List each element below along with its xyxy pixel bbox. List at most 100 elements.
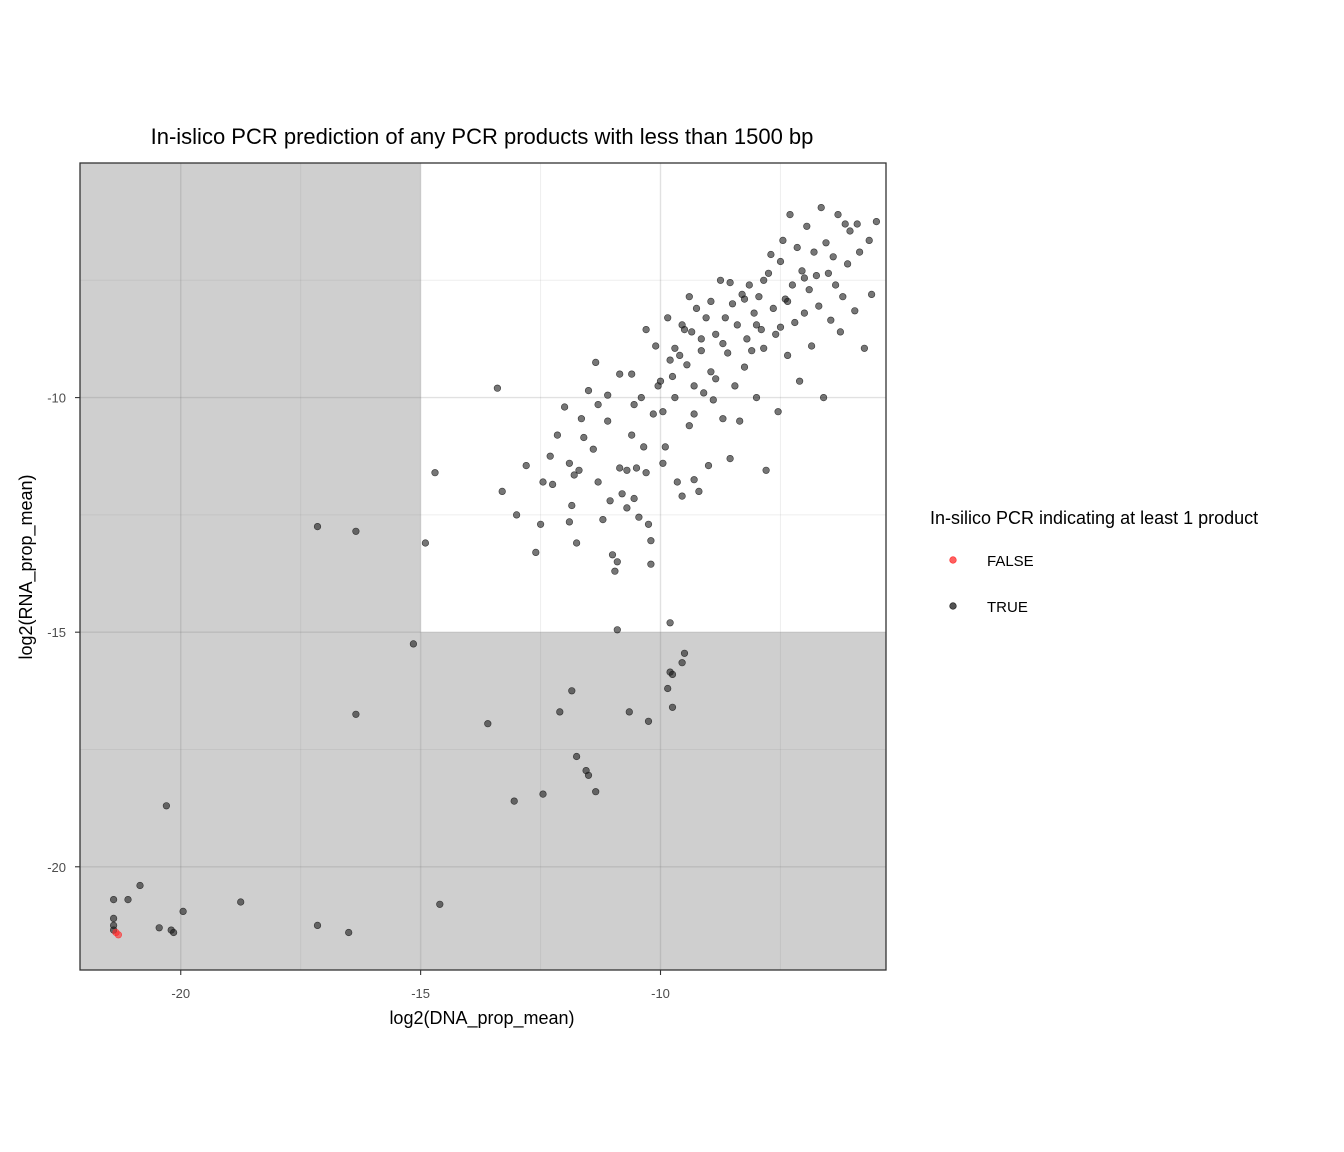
data-point-true (867, 290, 876, 299)
data-point-true (712, 375, 720, 383)
data-point-true (726, 279, 734, 287)
data-point-true (824, 269, 833, 277)
data-point-true (577, 415, 586, 423)
data-point-true (599, 515, 607, 524)
data-point-true (652, 342, 660, 350)
data-point-true (560, 403, 569, 411)
data-point-true (803, 222, 811, 230)
data-point-true (776, 257, 785, 266)
data-point-true (436, 900, 444, 908)
data-point-true (855, 248, 864, 256)
data-point-true (827, 316, 835, 324)
data-point-true (647, 560, 655, 568)
data-point-true (628, 431, 636, 439)
data-point-true (815, 302, 823, 310)
data-point-true (536, 520, 545, 528)
data-point-true (822, 239, 830, 247)
data-point-true (548, 480, 557, 489)
data-point-true (721, 314, 729, 322)
data-point-true (685, 422, 693, 430)
data-point-true (709, 396, 717, 404)
data-point-true (724, 349, 732, 357)
data-point-true (642, 469, 650, 477)
data-point-true (572, 539, 581, 547)
data-point-true (810, 248, 818, 256)
data-point-true (760, 344, 768, 352)
legend-label-true: TRUE (987, 599, 1028, 616)
data-point-true (668, 670, 677, 679)
data-point-true (664, 314, 672, 322)
data-point-true (512, 511, 521, 519)
y-tick-label: -20 (47, 860, 66, 875)
data-point-true (719, 415, 727, 423)
data-point-true (779, 236, 787, 244)
data-point-true (592, 358, 600, 367)
data-point-true (592, 788, 600, 796)
data-point-true (733, 321, 741, 329)
data-point-true (632, 464, 641, 472)
data-point-true (644, 520, 653, 528)
data-point-true (783, 351, 792, 360)
legend-key-true (949, 602, 957, 610)
data-point-true (762, 466, 770, 474)
x-tick-label: -15 (411, 986, 430, 1001)
data-point-true (664, 684, 672, 693)
data-point-true (570, 471, 578, 479)
data-point-true (783, 297, 792, 306)
data-point-true (745, 281, 753, 289)
data-point-true (539, 790, 547, 798)
data-point-true (800, 274, 809, 282)
data-point-true (575, 466, 583, 474)
data-point-true (594, 401, 602, 409)
data-points (109, 204, 881, 939)
data-point-true (704, 462, 713, 470)
data-point-true (683, 361, 691, 369)
data-point-true (757, 326, 765, 334)
data-point-true (692, 304, 701, 313)
data-point-true (843, 260, 852, 268)
x-axis-title: log2(DNA_prop_mean) (389, 1008, 574, 1029)
data-point-true (659, 408, 667, 416)
grid-lines (80, 163, 886, 970)
data-point-true (584, 387, 593, 395)
data-point-true (865, 236, 873, 244)
data-point-true (678, 321, 686, 329)
data-point-true (702, 314, 710, 322)
data-point-true (697, 347, 705, 355)
data-point-true (829, 253, 837, 261)
data-point-true (834, 211, 842, 219)
data-point-true (630, 494, 638, 503)
x-axis: -20 -15 -10 (171, 970, 670, 1001)
data-point-true (352, 710, 360, 718)
data-point-true (836, 328, 845, 336)
data-point-true (345, 928, 353, 937)
legend: In-silico PCR indicating at least 1 prod… (930, 508, 1258, 616)
data-point-true (556, 708, 564, 716)
data-point-true (671, 394, 679, 402)
data-point-true (630, 401, 638, 409)
data-point-true (748, 347, 756, 355)
data-point-true (580, 433, 588, 442)
data-point-true (568, 501, 576, 510)
data-point-true (659, 459, 667, 467)
data-point-true (616, 370, 624, 378)
data-point-true (697, 335, 705, 343)
x-tick-label: -10 (651, 986, 670, 1001)
data-point-true (752, 394, 761, 402)
data-point-true (786, 211, 794, 219)
data-point-true (812, 272, 821, 280)
data-point-true (124, 895, 132, 904)
legend-title: In-silico PCR indicating at least 1 prod… (930, 508, 1258, 528)
data-point-true (805, 286, 813, 294)
data-point-true (421, 539, 430, 547)
legend-key-false (949, 556, 957, 564)
y-axis-title: log2(RNA_prop_mean) (16, 474, 37, 659)
data-point-true (623, 504, 631, 512)
data-point-true (750, 309, 758, 317)
chart-title: In-islico PCR prediction of any PCR prod… (151, 124, 814, 149)
data-point-true (872, 218, 881, 226)
data-point-true (680, 649, 689, 657)
data-point-true (740, 295, 749, 303)
data-point-true (700, 389, 708, 397)
